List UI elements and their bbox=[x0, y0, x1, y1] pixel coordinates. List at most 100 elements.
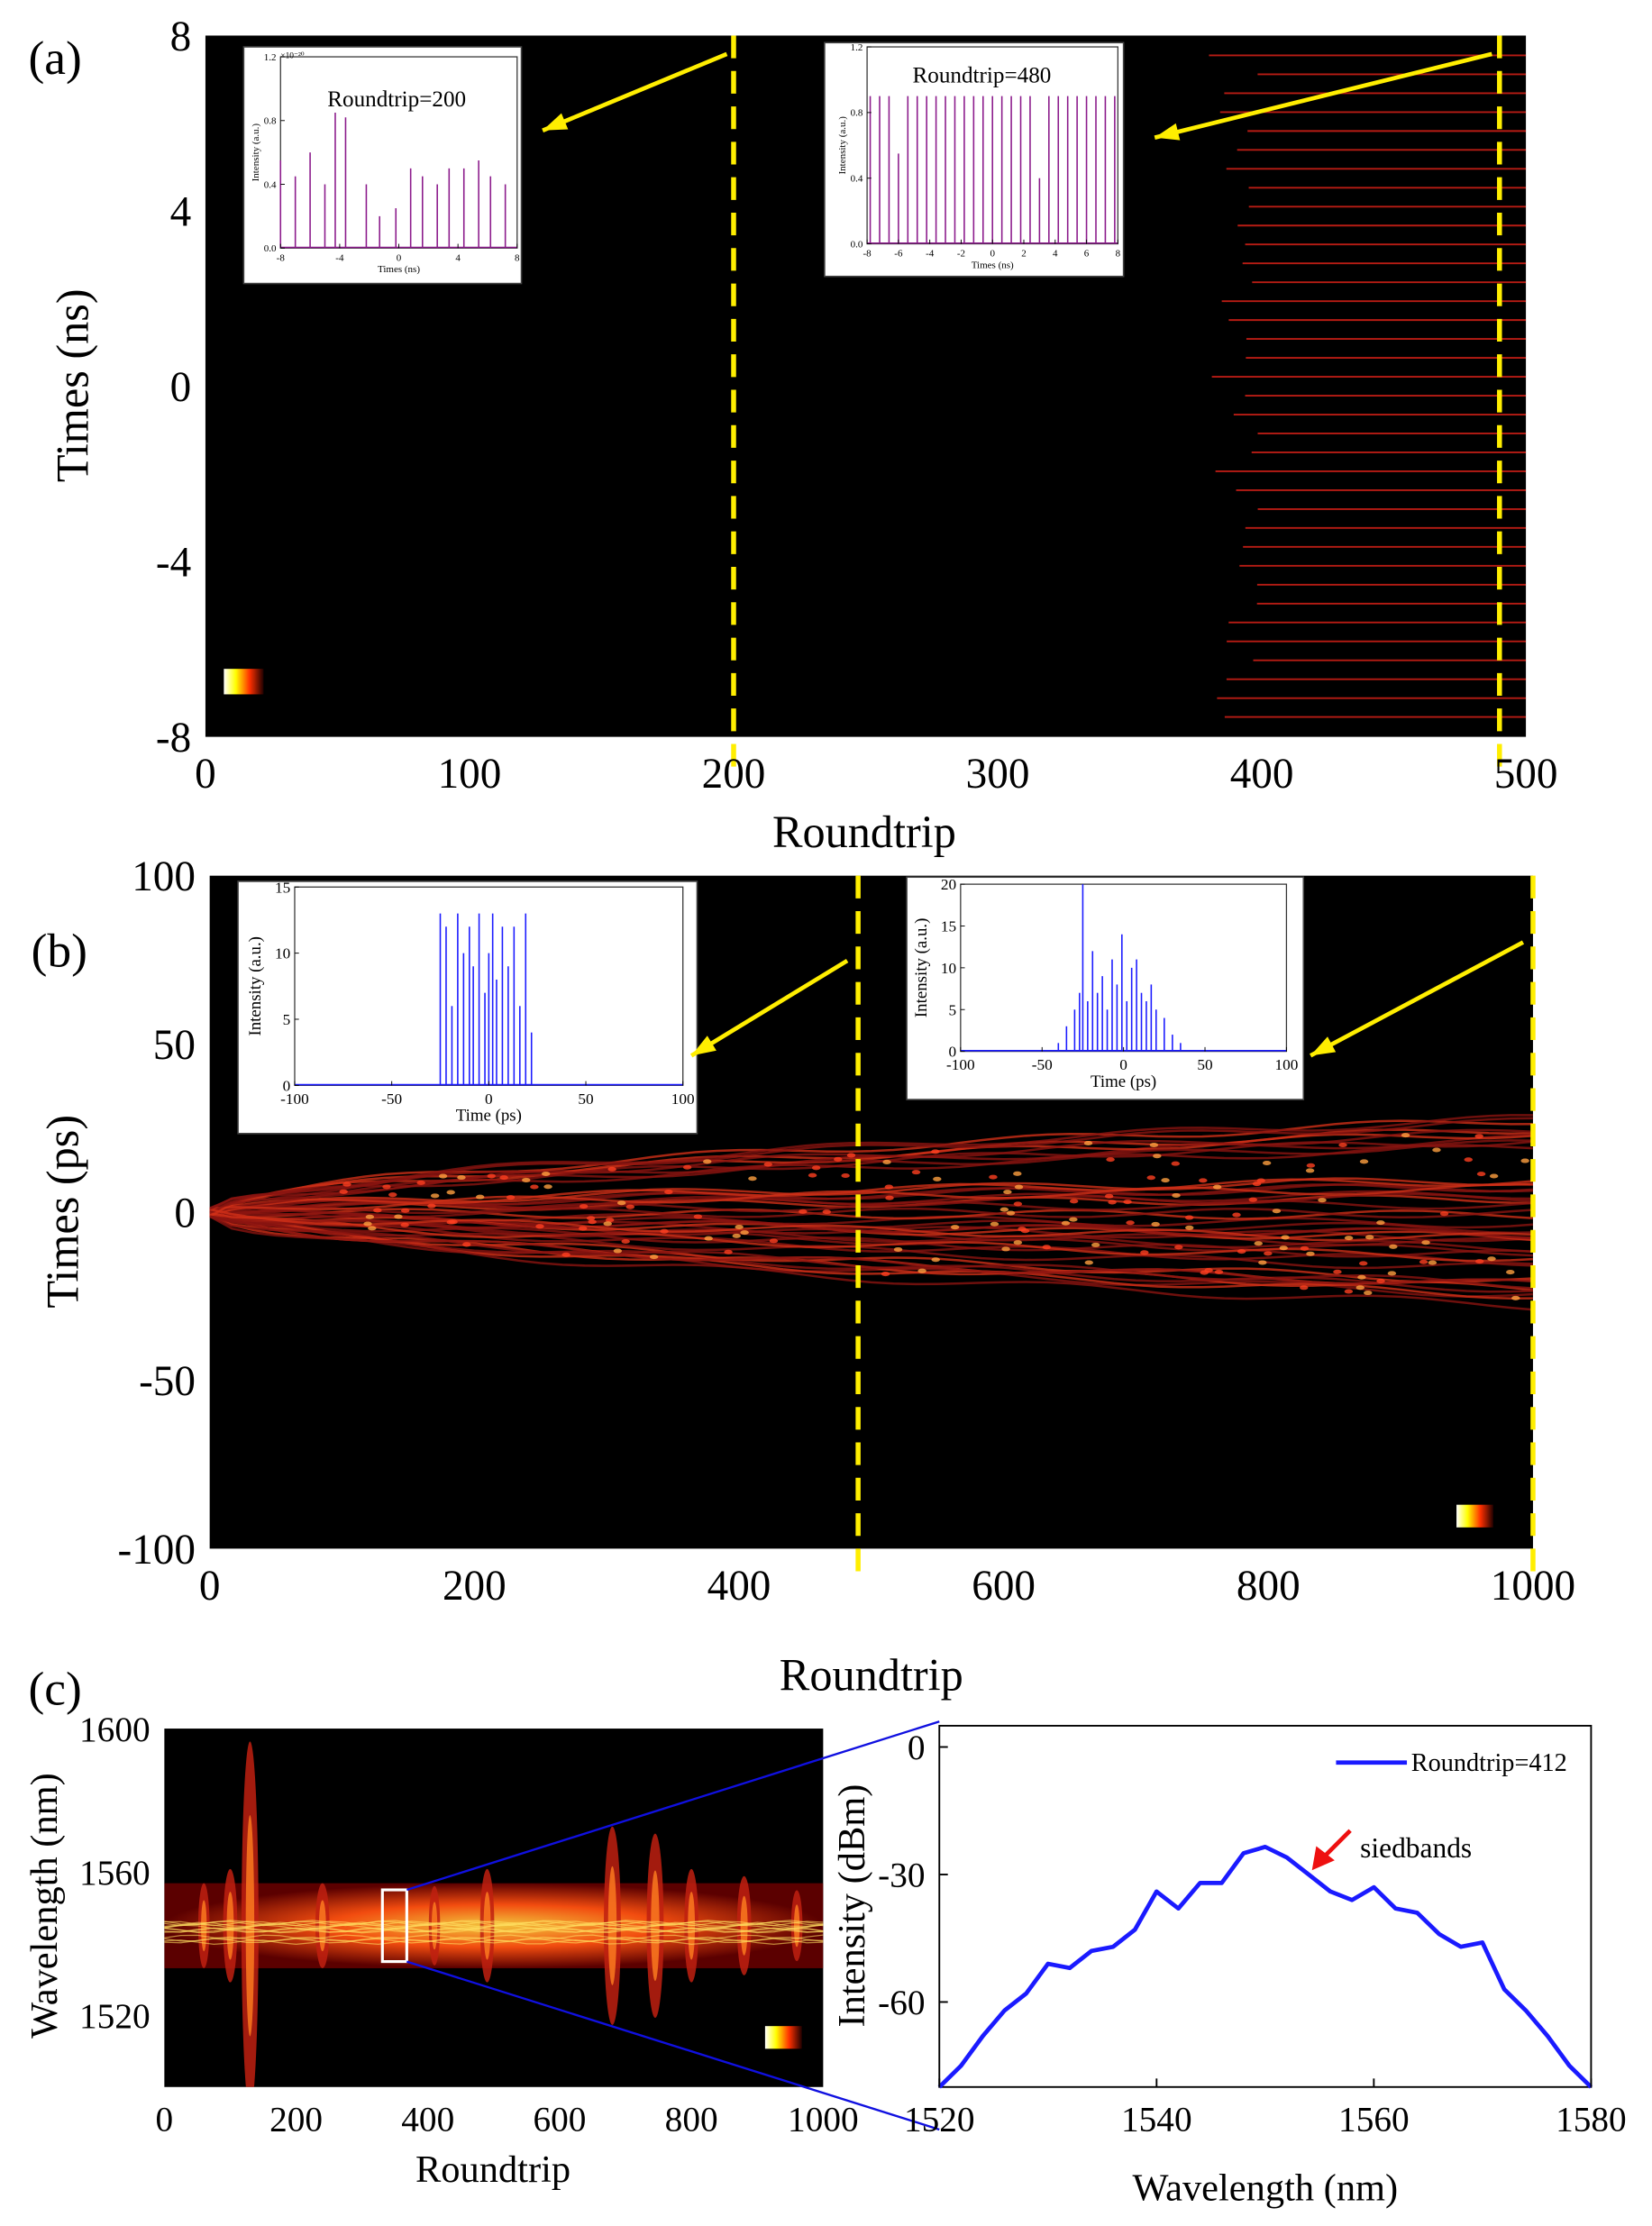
band-trace bbox=[164, 1934, 824, 1940]
pulse-trace bbox=[209, 1139, 1533, 1211]
inset-background bbox=[906, 876, 1305, 1100]
hot-spot bbox=[1149, 1142, 1159, 1148]
hot-spot bbox=[1475, 1259, 1484, 1264]
hot-spot bbox=[763, 1162, 772, 1167]
x-tick-label: 1000 bbox=[788, 2100, 859, 2139]
x-tick-label: -6 bbox=[894, 249, 903, 260]
hot-spot bbox=[1256, 1178, 1265, 1183]
hot-spot bbox=[1171, 1161, 1181, 1166]
hot-spot bbox=[400, 1208, 410, 1213]
hot-spot bbox=[1140, 1250, 1149, 1255]
y-tick-label: -30 bbox=[878, 1856, 925, 1895]
x-axis-label: Roundtrip bbox=[415, 2148, 570, 2191]
x-tick-label: 100 bbox=[1274, 1056, 1298, 1073]
hot-spot bbox=[834, 1156, 843, 1162]
y-axis-label: Intensity (a.u.) bbox=[246, 936, 265, 1036]
hot-spot bbox=[373, 1208, 382, 1213]
x-axis-label: Roundtrip bbox=[772, 807, 956, 857]
hot-spot bbox=[724, 1249, 733, 1254]
hot-spot bbox=[1003, 1190, 1012, 1195]
y-tick-label: 15 bbox=[275, 879, 290, 896]
hot-spot bbox=[846, 1153, 856, 1158]
plot-frame bbox=[938, 1724, 1593, 2088]
hot-spot bbox=[1464, 1157, 1473, 1163]
panel-label: (b) bbox=[32, 923, 87, 977]
hot-spot bbox=[365, 1214, 375, 1219]
hot-spot bbox=[1153, 1154, 1162, 1159]
colorbar bbox=[224, 669, 264, 695]
y-tick-label: -50 bbox=[139, 1358, 196, 1405]
hot-spot bbox=[989, 1174, 998, 1180]
hot-spot bbox=[1432, 1147, 1441, 1153]
hot-spot bbox=[1146, 1175, 1155, 1181]
pulse-trace bbox=[209, 1215, 1533, 1257]
hot-spot bbox=[1254, 1241, 1263, 1246]
hot-spot bbox=[400, 1222, 409, 1227]
hot-spot bbox=[1306, 1163, 1316, 1168]
hot-spot bbox=[1013, 1240, 1023, 1245]
y-tick-label: 10 bbox=[941, 960, 956, 977]
colorbar bbox=[764, 2026, 802, 2049]
inset-background bbox=[242, 46, 523, 285]
heatmap-texture bbox=[209, 1114, 1533, 1311]
x-tick-label: 100 bbox=[438, 751, 502, 798]
hot-spot bbox=[475, 1194, 485, 1200]
hot-spot bbox=[1014, 1184, 1024, 1190]
hot-spot bbox=[363, 1221, 372, 1227]
hot-spot bbox=[1489, 1173, 1499, 1179]
hot-spot bbox=[1428, 1260, 1438, 1265]
colorbar-label: 0 bbox=[227, 639, 242, 671]
hot-spot bbox=[950, 1225, 960, 1230]
hot-spot bbox=[704, 1236, 713, 1241]
arrow-head bbox=[543, 113, 569, 131]
arrow-shaft bbox=[1310, 940, 1525, 1058]
hot-spot bbox=[1344, 1236, 1354, 1241]
y-axis-label: Intensity (a.u.) bbox=[837, 116, 848, 175]
hot-spot bbox=[1123, 1200, 1132, 1205]
x-tick-label: 400 bbox=[707, 1563, 771, 1610]
hot-spot bbox=[1084, 1260, 1093, 1265]
y-tick-label: -4 bbox=[156, 540, 191, 587]
hot-spot bbox=[368, 1226, 377, 1231]
pulse-trace bbox=[209, 1211, 1533, 1263]
hot-spot bbox=[522, 1177, 531, 1182]
hot-spot bbox=[388, 1192, 397, 1198]
hot-spot bbox=[1042, 1245, 1051, 1250]
pulse-trace bbox=[209, 1208, 1533, 1242]
hot-spot bbox=[561, 1252, 570, 1257]
arrow-head bbox=[1310, 1036, 1337, 1056]
pulse-trace bbox=[209, 1200, 1533, 1215]
x-tick-label: 800 bbox=[665, 2100, 718, 2139]
hot-spot bbox=[917, 1268, 926, 1273]
x-tick-label: 0 bbox=[199, 1563, 221, 1610]
x-tick-label: 1540 bbox=[1121, 2100, 1192, 2139]
hot-spot bbox=[703, 1159, 712, 1164]
y-tick-label: 0.4 bbox=[264, 179, 277, 190]
hot-spot bbox=[884, 1184, 894, 1190]
hot-spot bbox=[1200, 1270, 1209, 1275]
x-tick-label: -100 bbox=[946, 1056, 975, 1073]
hot-spot bbox=[1487, 1256, 1496, 1262]
hot-spot bbox=[1018, 1227, 1027, 1232]
hot-spot bbox=[931, 1257, 940, 1263]
hot-spot bbox=[808, 1172, 817, 1178]
hot-spot bbox=[605, 1218, 615, 1223]
y-tick-label: 1.2 bbox=[851, 42, 863, 53]
hot-spot bbox=[1401, 1133, 1410, 1138]
colorbar-label: 1 bbox=[788, 1996, 802, 2028]
x-axis-label: Times (ns) bbox=[972, 260, 1014, 270]
x-tick-label: 8 bbox=[1116, 249, 1121, 260]
x-axis-label: Time (ps) bbox=[1091, 1072, 1156, 1091]
hot-spot bbox=[1333, 1269, 1342, 1274]
y-axis-label: Intensity (a.u.) bbox=[251, 123, 261, 182]
hot-spot bbox=[607, 1166, 616, 1172]
inset-title: Roundtrip=200 bbox=[327, 87, 466, 112]
hot-spot bbox=[1174, 1245, 1183, 1250]
hot-spot bbox=[342, 1181, 351, 1187]
heatmap-texture bbox=[1209, 54, 1527, 718]
x-tick-label: -8 bbox=[277, 252, 286, 263]
y-tick-label: 10 bbox=[275, 945, 290, 962]
hot-spot bbox=[457, 1175, 466, 1181]
hot-spot bbox=[1376, 1278, 1385, 1283]
y-axis-label: Times (ps) bbox=[37, 1115, 87, 1309]
